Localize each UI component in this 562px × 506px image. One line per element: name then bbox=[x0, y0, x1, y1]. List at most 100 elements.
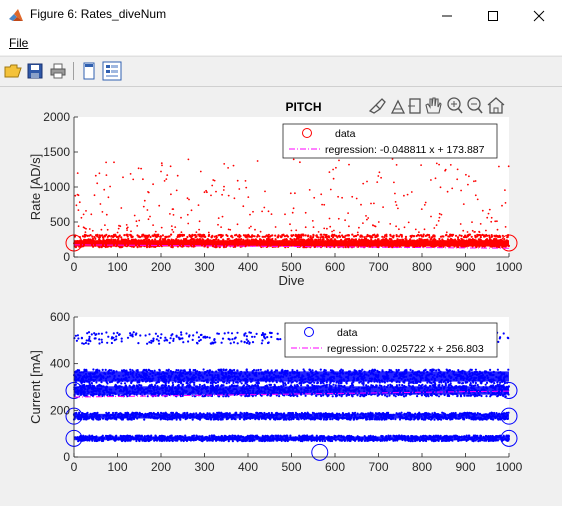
data-point bbox=[422, 391, 425, 394]
data-point bbox=[165, 178, 168, 181]
menu-file[interactable]: File bbox=[9, 36, 28, 50]
data-point bbox=[126, 392, 130, 395]
data-point bbox=[149, 389, 152, 392]
data-point bbox=[250, 225, 252, 228]
data-point bbox=[397, 389, 400, 392]
data-point bbox=[471, 379, 474, 382]
data-point bbox=[156, 373, 159, 376]
data-point bbox=[281, 233, 284, 237]
data-point bbox=[245, 242, 248, 245]
data-point bbox=[453, 392, 457, 395]
data-tips-icon[interactable] bbox=[390, 99, 406, 114]
data-point bbox=[335, 166, 337, 169]
data-point bbox=[497, 384, 500, 387]
data-point bbox=[471, 243, 474, 246]
data-point bbox=[294, 390, 297, 393]
data-point bbox=[318, 392, 321, 395]
data-point bbox=[417, 233, 420, 237]
data-point bbox=[315, 240, 318, 243]
data-point bbox=[431, 368, 434, 371]
dock-figure-icon[interactable] bbox=[79, 61, 99, 81]
data-point bbox=[195, 235, 198, 238]
data-point bbox=[433, 384, 436, 387]
data-point bbox=[255, 244, 259, 247]
data-point bbox=[383, 337, 386, 340]
data-point bbox=[369, 245, 372, 248]
data-point bbox=[497, 340, 500, 343]
data-point bbox=[438, 240, 441, 243]
data-point bbox=[458, 240, 461, 243]
data-point bbox=[436, 337, 439, 340]
print-icon[interactable] bbox=[48, 61, 68, 81]
data-point bbox=[238, 374, 242, 377]
data-point bbox=[255, 390, 258, 394]
data-point bbox=[411, 234, 414, 237]
data-point bbox=[477, 385, 480, 388]
maximize-button[interactable] bbox=[470, 0, 516, 31]
data-point bbox=[481, 376, 484, 379]
data-point bbox=[367, 217, 370, 219]
data-point bbox=[421, 374, 424, 377]
data-point bbox=[317, 238, 320, 241]
data-point bbox=[432, 368, 435, 371]
property-inspector-icon[interactable] bbox=[102, 61, 122, 81]
data-point bbox=[420, 234, 423, 237]
home-icon[interactable] bbox=[487, 97, 505, 114]
data-point bbox=[83, 387, 86, 390]
data-point bbox=[119, 243, 122, 246]
data-point bbox=[347, 243, 350, 247]
data-point bbox=[297, 235, 300, 238]
data-point bbox=[463, 242, 466, 245]
data-point bbox=[306, 384, 310, 387]
data-point bbox=[96, 369, 99, 372]
zoom-out-icon[interactable] bbox=[467, 97, 483, 114]
data-point bbox=[279, 235, 282, 238]
data-point bbox=[112, 371, 116, 374]
data-point bbox=[260, 244, 263, 247]
brush-icon[interactable] bbox=[368, 98, 386, 114]
data-point bbox=[316, 245, 319, 248]
data-point bbox=[83, 392, 86, 395]
data-point bbox=[356, 231, 359, 234]
data-point bbox=[455, 243, 458, 246]
data-point bbox=[161, 243, 164, 246]
data-point bbox=[407, 221, 410, 224]
data-point bbox=[403, 243, 407, 246]
zoom-in-icon[interactable] bbox=[447, 97, 463, 114]
data-point bbox=[310, 332, 313, 336]
data-point bbox=[430, 378, 433, 381]
data-point bbox=[316, 381, 320, 384]
data-point bbox=[477, 376, 480, 379]
data-point bbox=[222, 380, 225, 383]
data-point bbox=[408, 385, 411, 388]
data-point bbox=[180, 387, 183, 390]
data-point bbox=[239, 238, 242, 242]
data-point bbox=[498, 337, 501, 340]
data-point bbox=[96, 387, 99, 390]
data-point bbox=[345, 238, 348, 241]
data-point bbox=[385, 242, 389, 246]
data-point bbox=[269, 242, 272, 245]
data-point bbox=[146, 370, 149, 373]
title-bar[interactable]: Figure 6: Rates_diveNum bbox=[0, 0, 562, 31]
data-point bbox=[210, 390, 213, 393]
data-point bbox=[122, 240, 125, 243]
save-icon[interactable] bbox=[25, 61, 45, 81]
data-point bbox=[319, 246, 323, 249]
close-button[interactable] bbox=[516, 0, 562, 31]
minimize-button[interactable] bbox=[424, 0, 470, 31]
open-file-icon[interactable] bbox=[3, 61, 23, 81]
data-point bbox=[178, 338, 181, 341]
data-point bbox=[303, 378, 307, 381]
data-point bbox=[356, 240, 359, 243]
data-point bbox=[367, 380, 370, 383]
data-point bbox=[92, 379, 95, 383]
data-point bbox=[353, 369, 356, 372]
pan-icon[interactable] bbox=[425, 97, 442, 114]
data-point bbox=[203, 235, 206, 238]
data-point bbox=[163, 180, 166, 182]
data-point bbox=[420, 331, 423, 334]
data-point bbox=[132, 376, 135, 379]
export-icon[interactable] bbox=[408, 98, 421, 114]
data-point bbox=[488, 244, 491, 247]
